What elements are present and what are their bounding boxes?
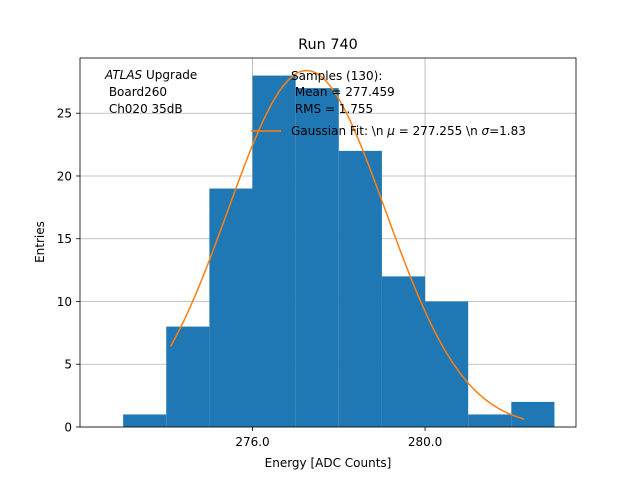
plot-frame <box>79 57 577 428</box>
y-tick-label: 20 <box>57 169 72 183</box>
chart-title: Run 740 <box>298 37 358 53</box>
histogram-bar <box>166 326 210 427</box>
histogram-bar <box>381 276 426 427</box>
legend-samples-line-1: Samples (130): <box>291 69 382 83</box>
histogram-bars <box>123 75 555 428</box>
x-axis-ticks: 276.0 280.0 <box>235 427 442 449</box>
legend-fit-prefix: Gaussian Fit: \n <box>291 124 387 138</box>
gaussian-fit-curve <box>169 69 525 420</box>
histogram-bar <box>252 75 296 428</box>
annotation-atlas: ATLAS <box>104 68 143 82</box>
legend-fit-label: Gaussian Fit: \n μ = 277.255 \n σ=1.83 <box>291 124 526 138</box>
legend-fit-mid: = 277.255 \n <box>395 124 482 138</box>
y-tick-label: 0 <box>64 421 72 435</box>
annotation-line-2: Board260 <box>105 85 167 99</box>
legend: Samples (130): Mean = 277.459 RMS = 1.75… <box>251 69 526 138</box>
annotation-line-1: ATLAS Upgrade <box>104 68 197 82</box>
y-tick-label: 10 <box>57 295 72 309</box>
y-tick-label: 15 <box>57 232 72 246</box>
legend-fit-sigma: σ <box>482 124 490 138</box>
annotation-upgrade: Upgrade <box>142 68 197 82</box>
y-axis-label: Entries <box>33 221 47 263</box>
atlas-annotation: ATLAS Upgrade Board260 Ch020 35dB <box>104 68 197 116</box>
x-tick-label: 280.0 <box>408 435 442 449</box>
x-tick-label: 276.0 <box>235 435 269 449</box>
histogram-bar <box>209 188 253 427</box>
legend-samples-line-3: RMS = 1.755 <box>291 102 373 116</box>
legend-samples-line-2: Mean = 277.459 <box>291 85 395 99</box>
legend-fit-mu: μ <box>386 124 395 138</box>
histogram-bar <box>425 301 469 427</box>
histogram-bar <box>338 150 382 427</box>
histogram-bar <box>468 414 512 427</box>
histogram-bar <box>295 88 339 428</box>
histogram-bar <box>511 401 555 427</box>
annotation-line-3: Ch020 35dB <box>105 102 183 116</box>
y-tick-label: 25 <box>57 107 72 121</box>
histogram-bar <box>123 414 167 427</box>
y-axis-ticks: 0 5 10 15 20 25 <box>57 107 80 435</box>
x-axis-label: Energy [ADC Counts] <box>265 456 392 470</box>
y-tick-label: 5 <box>64 358 72 372</box>
legend-fit-suffix: =1.83 <box>489 124 526 138</box>
